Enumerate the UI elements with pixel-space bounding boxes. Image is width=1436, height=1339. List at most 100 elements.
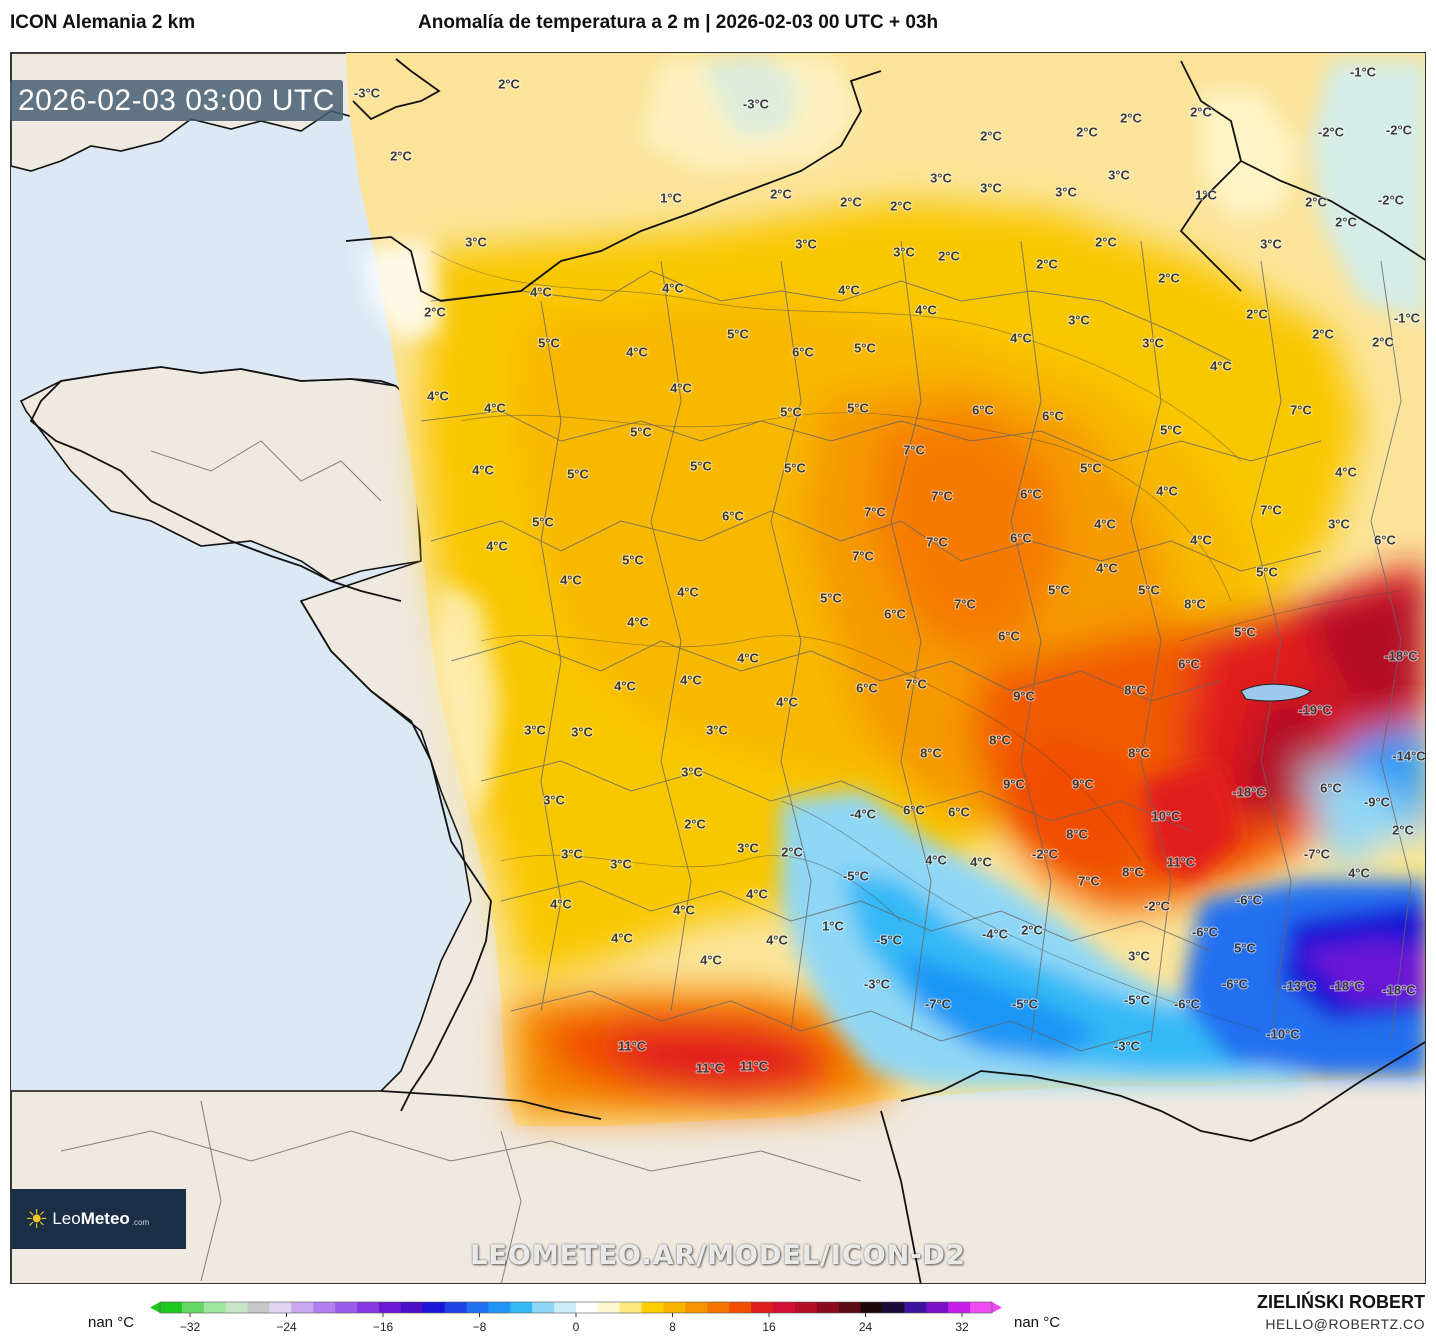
colorbar-right-arrow [992,1302,1002,1313]
temperature-label: 9°C [1013,688,1035,703]
temperature-label: 2°C [980,128,1002,143]
temperature-label: 2°C [424,304,446,319]
temperature-label: 4°C [614,678,636,693]
department-borders [60,240,1412,1283]
temperature-anomaly-map: 2°C -3°C -3°C -1°C 2°C 2°C 2°C 2°C 2°C -2°C -2°C 1°… [10,52,1426,1284]
temperature-label: 3°C [561,846,583,861]
colorbar-segment [160,1302,183,1313]
temperature-label: 5°C [622,552,644,567]
temperature-label: 5°C [854,340,876,355]
temperature-label: 2°C [781,844,803,859]
temperature-label: 2°C [1335,214,1357,229]
map-canvas: 2°C-3°C-3°C-1°C2°C2°C 2°C2°C 2°C-2°C -2°C1°… [11,53,1425,1283]
temperature-label: 4°C [970,854,992,869]
temperature-label: -1°C [1350,64,1377,79]
temperature-label: 2°C [684,816,706,831]
temperature-label: 6°C [1042,408,1064,423]
temperature-label: -4°C [850,806,877,821]
temperature-label: 5°C [538,335,560,350]
temperature-label: -5°C [1012,996,1039,1011]
temperature-label: 4°C [484,400,506,415]
temperature-label: 3°C [795,236,817,251]
temperature-label: 6°C [884,606,906,621]
temperature-label: 2°C [1076,124,1098,139]
colorbar-segment [422,1302,446,1313]
contour-lines [430,250,1402,1032]
colorbar-tick-label: 32 [955,1320,969,1334]
temperature-label: -18°C [1232,784,1266,799]
temperature-label: 5°C [1138,582,1160,597]
temperature-label: 4°C [560,572,582,587]
logo-brand-prefix: Leo [52,1209,81,1228]
temperature-label: 7°C [903,442,925,457]
temperature-label: 5°C [567,466,589,481]
temperature-label: 8°C [1124,682,1146,697]
author-email[interactable]: HELLO@ROBERTZ.CO [1265,1316,1425,1332]
temperature-label: 2°C [1372,334,1394,349]
temperature-label: 7°C [1290,402,1312,417]
temperature-label: 4°C [627,614,649,629]
colorbar-segment [729,1302,752,1313]
temperature-label: 5°C [1080,460,1102,475]
temperature-label: 6°C [1374,532,1396,547]
colorbar-segment [948,1302,971,1313]
colorbar-nan-left: nan °C [88,1314,135,1331]
colorbar-tick-label: 0 [573,1320,580,1334]
temperature-label: -2°C [1378,192,1405,207]
colorbar-segment [225,1302,249,1313]
colorbar-segment [400,1302,424,1313]
colorbar-segment [576,1302,599,1313]
temperature-label: 3°C [681,764,703,779]
temperature-label: 4°C [677,584,699,599]
temperature-label: 2°C [1312,326,1334,341]
colorbar-segment [882,1302,905,1313]
temperature-label: 11°C [1167,854,1196,869]
temperature-label: 3°C [1108,167,1130,182]
temperature-label: 4°C [530,284,552,299]
author-name: ZIELIŃSKI ROBERT [1256,1292,1425,1312]
colorbar-segment [247,1302,270,1313]
temperature-label: 4°C [427,388,449,403]
temperature-label: 5°C [1256,564,1278,579]
temperature-label: 3°C [737,840,759,855]
temperature-label: 5°C [1160,422,1182,437]
colorbar-segment [816,1302,840,1313]
temperature-label: 2°C [1305,194,1327,209]
temperature-label: 5°C [820,590,842,605]
sun-icon: ☀ [25,1204,49,1234]
colorbar-segment [794,1302,818,1313]
temperature-label: 6°C [903,802,925,817]
temperature-label: 2°C [890,198,912,213]
colorbar-tick-label: 8 [669,1320,676,1334]
temperature-label: -5°C [1124,992,1151,1007]
temperature-label: 4°C [700,952,722,967]
temperature-label: 7°C [852,548,874,563]
colorbar-segment [510,1302,533,1313]
temperature-label: -2°C [1144,898,1171,913]
temperature-label: -6°C [1192,924,1219,939]
temperature-label: 9°C [1072,776,1094,791]
temperature-label: 5°C [784,460,806,475]
temperature-label: 11°C [618,1038,647,1053]
temperature-label: -18°C [1384,648,1418,663]
temperature-label: -2°C [1386,122,1413,137]
temperature-label: 1°C [1195,187,1217,202]
temperature-label: 7°C [954,596,976,611]
temperature-label: 5°C [532,514,554,529]
chart-title: Anomalía de temperatura a 2 m | 2026-02-… [418,12,939,33]
logo-brand-suffix: Meteo [80,1209,130,1228]
temperature-label: -5°C [876,932,903,947]
temperature-label: -9°C [1364,794,1391,809]
temperature-label: 5°C [1234,624,1256,639]
colorbar-segment [378,1302,402,1313]
temperature-label: 3°C [1142,335,1164,350]
temperature-label: -5°C [843,868,870,883]
temperature-label: 4°C [776,694,798,709]
temperature-label: 1°C [660,190,682,205]
colorbar-left-arrow [150,1302,160,1313]
temperature-label: 3°C [524,722,546,737]
leometeo-logo[interactable]: ☀ Leo Meteo .com [11,1189,186,1249]
temperature-label: 8°C [1066,826,1088,841]
temperature-label: 6°C [998,628,1020,643]
temperature-label: 4°C [611,930,633,945]
